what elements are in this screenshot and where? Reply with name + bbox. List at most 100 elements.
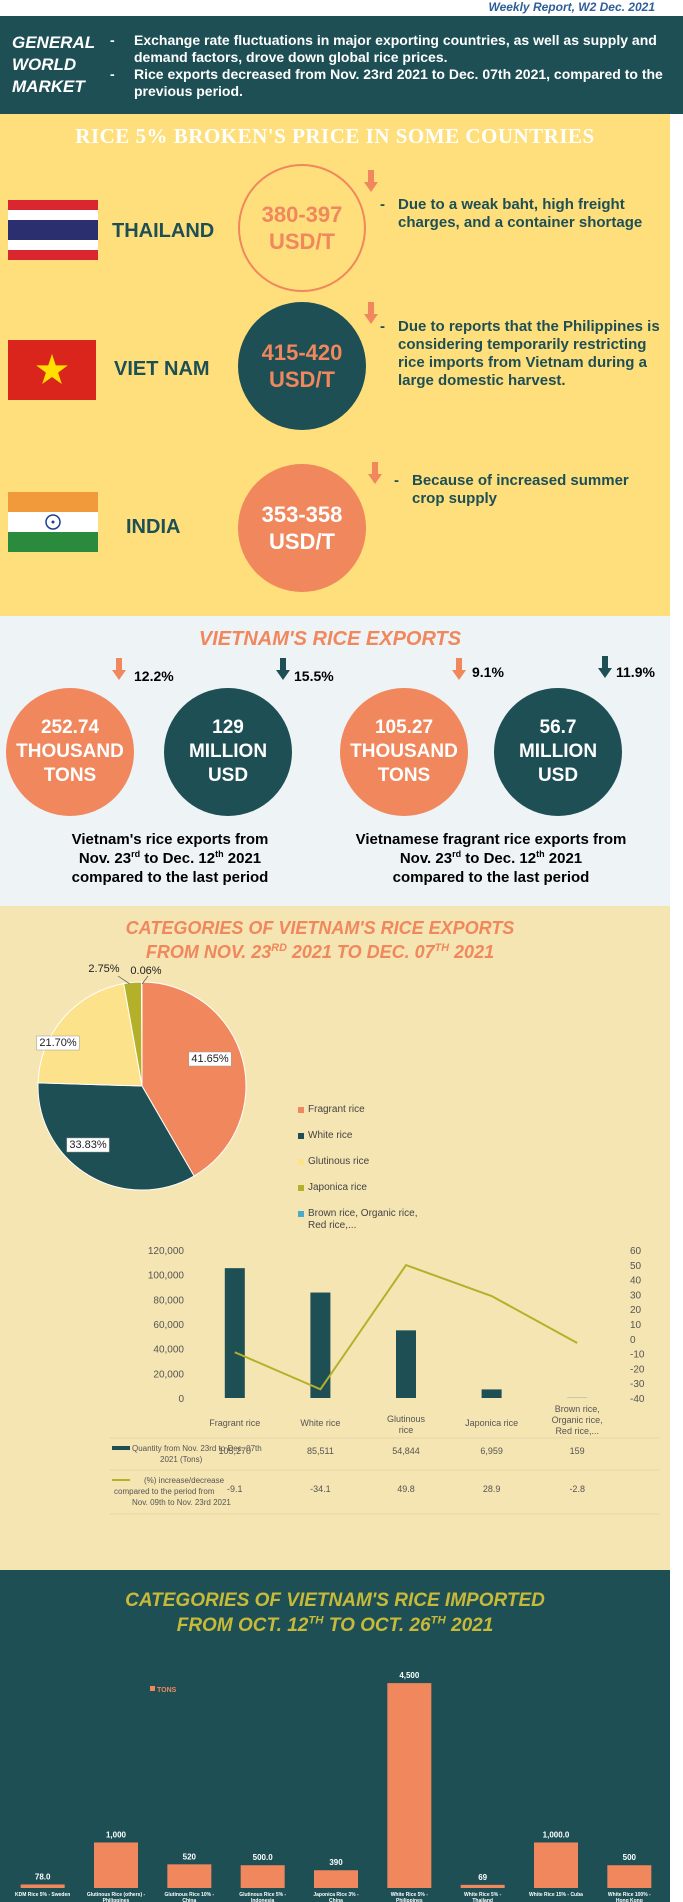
- exports-caption-right: Vietnamese fragrant rice exports from No…: [326, 830, 656, 887]
- title-sup: TH: [430, 1614, 446, 1627]
- bar: [534, 1842, 578, 1888]
- price-line-1: 415-420: [261, 340, 343, 365]
- stat-unit1: THOUSAND: [16, 741, 124, 762]
- x-category-label: White Rice 5% -Philippines: [391, 1892, 429, 1902]
- table-value: -2.8: [569, 1484, 585, 1494]
- x-category-label: Glutinous rice: [387, 1414, 426, 1435]
- stat-value: 105.27: [374, 717, 434, 738]
- bar: [310, 1292, 331, 1398]
- exports-caption-left: Vietnam's rice exports from Nov. 23rd to…: [10, 830, 330, 887]
- pie-slice: [37, 1082, 195, 1191]
- pie-label-box: [36, 1035, 80, 1051]
- x-category-line: Red rice,...: [555, 1426, 599, 1436]
- x-category-line: Hong Kong: [616, 1898, 643, 1902]
- caption-line: compared to the last period: [71, 869, 269, 886]
- x-category-label: White Rice 5% -Thailand: [464, 1892, 502, 1902]
- bar: [240, 1865, 285, 1888]
- bar: [167, 1864, 212, 1888]
- x-category-line: White Rice 5% -: [391, 1892, 429, 1898]
- x-category-line: Glutinous Rice 5% -: [239, 1892, 286, 1898]
- stat-value: 252.74: [40, 717, 100, 738]
- price-line-2: USD/T: [269, 529, 335, 554]
- bar-data-label: 69: [478, 1873, 487, 1882]
- x-category-line: Organic rice,: [552, 1415, 603, 1425]
- caption-line: compared to the last period: [392, 869, 590, 886]
- y2-tick-label: -30: [630, 1379, 645, 1390]
- caption-sup: rd: [452, 849, 462, 859]
- x-category-line: Philippines: [396, 1898, 423, 1902]
- x-category-label: White rice: [300, 1418, 340, 1428]
- y2-tick-label: 30: [630, 1290, 642, 1301]
- bar-data-label: 500.0: [253, 1853, 274, 1862]
- series-label-line: 2021 (Tons): [160, 1455, 203, 1464]
- title-sup: TH: [434, 942, 450, 954]
- report-header: Weekly Report, W2 Dec. 2021: [0, 0, 683, 16]
- series-label-line: Nov. 09th to Nov. 23rd 2021: [132, 1498, 231, 1507]
- stat-circle: 105.27 THOUSAND TONS: [340, 688, 468, 816]
- bar: [396, 1330, 416, 1398]
- stat-circle: 129 MILLION USD: [164, 688, 292, 816]
- stat-value: 129: [212, 717, 244, 738]
- legend-label: Japonica rice: [308, 1182, 367, 1193]
- legend-swatch: [298, 1133, 304, 1139]
- stat-unit1: MILLION: [518, 741, 598, 762]
- stat-unit2: USD: [537, 765, 579, 786]
- thailand-reason: - Due to a weak baht, high freight charge…: [380, 196, 643, 231]
- arrow-down-icon: [368, 462, 382, 484]
- table-value: -9.1: [227, 1484, 243, 1494]
- gm-item: - Exchange rate fluctuations in major exp…: [110, 32, 657, 65]
- imports-title: CATEGORIES OF VIETNAM'S RICE IMPORTED FR…: [0, 1588, 670, 1638]
- series-label: (%) increase/decrease compared to the pe…: [114, 1476, 231, 1507]
- pie-data-label: 41.65%: [191, 1053, 229, 1065]
- bar: [481, 1389, 502, 1398]
- title-part: TO OCT. 26: [323, 1615, 431, 1636]
- gm-item-text-2: Rice exports decreased from Nov. 23rd 20…: [134, 66, 663, 99]
- x-category-label: White Rice 15% - Cuba: [529, 1892, 583, 1898]
- table-value: -34.1: [310, 1484, 331, 1494]
- y-tick-label: 120,000: [148, 1246, 185, 1257]
- series-label-line: compared to the period from: [114, 1487, 217, 1496]
- y2-tick-label: 40: [630, 1276, 642, 1287]
- stat-unit1: MILLION: [188, 741, 268, 762]
- table-value: 54,844: [392, 1446, 420, 1456]
- y-tick-label: 100,000: [148, 1271, 185, 1282]
- stat-pct: 11.9%: [616, 664, 655, 680]
- pie-chart: 41.65% 33.83% 21.70% 2.75% 0.06%: [36, 963, 247, 1191]
- legend-label: TONS: [157, 1687, 177, 1694]
- bar-data-label: 500: [623, 1853, 637, 1862]
- stat-unit2: TONS: [377, 765, 431, 786]
- stat-unit1: THOUSAND: [350, 741, 458, 762]
- y-tick-label: 60,000: [153, 1320, 184, 1331]
- caption-sup: rd: [131, 849, 141, 859]
- pie-label-box: [188, 1051, 232, 1067]
- y2-tick-label: 60: [630, 1246, 642, 1257]
- india-reason: - Because of increased summer crop supply: [394, 472, 629, 507]
- y2-tick-label: -20: [630, 1364, 645, 1375]
- reason-text: Due to reports that the Philippines is c…: [398, 318, 660, 389]
- legend-label: Brown rice, Organic rice, Red rice,...: [308, 1208, 418, 1231]
- exports-section: VIETNAM'S RICE EXPORTS 12.2% 252.74 THOU…: [0, 616, 670, 906]
- title-line: CATEGORIES OF VIETNAM'S RICE IMPORTED: [125, 1590, 545, 1611]
- x-category-line: Indonesia: [251, 1898, 275, 1902]
- stat-unit2: TONS: [43, 765, 97, 786]
- legend-swatch: [298, 1107, 304, 1113]
- vietnam-price-circle: 415-420 USD/T: [238, 302, 366, 430]
- arrow-down-icon: [364, 302, 378, 324]
- thailand-flag-icon: [8, 200, 98, 260]
- pie-data-label: 2.75%: [88, 963, 119, 975]
- caption-part: to Dec. 12: [461, 850, 537, 867]
- table-value: 85,511: [307, 1446, 334, 1456]
- caption-line: Nov. 23rd to Dec. 12th 2021: [326, 849, 656, 868]
- caption-part: to Dec. 12: [140, 850, 216, 867]
- y2-tick-label: -10: [630, 1350, 645, 1361]
- stat-value: 56.7: [539, 717, 577, 738]
- x-category-label: White Rice 100% -Hong Kong: [608, 1892, 651, 1902]
- india-flag-icon: [8, 492, 98, 552]
- country-vietnam: VIET NAM 415-420 USD/T - Due to reports t…: [0, 302, 670, 432]
- bar-data-label: 1,000.0: [543, 1830, 570, 1839]
- y-tick-label: 20,000: [153, 1369, 184, 1380]
- pie-leader-line: [141, 975, 149, 985]
- series-label-line: Quantity from Nov. 23rd to Dec. 07th: [132, 1444, 264, 1453]
- pie-data-label: 0.06%: [130, 965, 161, 977]
- price-line-1: 353-358: [261, 502, 343, 527]
